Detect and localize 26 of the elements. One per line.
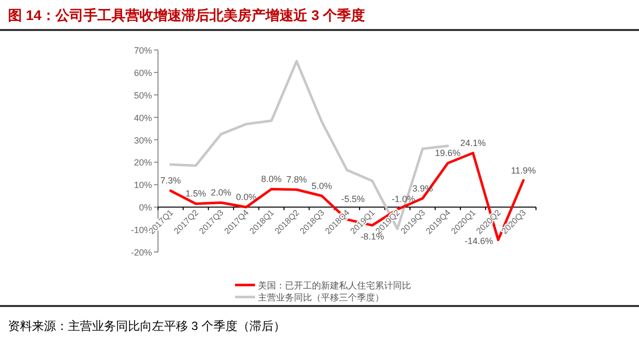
data-label: 0.0% [236, 192, 256, 202]
data-label: 8.0% [261, 174, 282, 184]
y-tick-label: 10% [134, 180, 152, 190]
y-tick-label: -20% [130, 248, 152, 258]
y-tick-label: 50% [134, 90, 152, 100]
y-tick-label: 40% [134, 112, 152, 123]
data-label: 11.9% [510, 165, 536, 176]
legend-label: 主营业务同比（平移三个季度） [258, 292, 384, 302]
y-tick-label: 60% [134, 68, 152, 78]
y-tick-label: 20% [134, 158, 152, 168]
title: 图 14：公司手工具营收增速滞后北美房产增速近 3 个季度 [8, 7, 366, 23]
data-label: -1.0% [392, 194, 416, 204]
data-label: -5.5% [341, 194, 365, 204]
data-label: 2.0% [210, 188, 232, 198]
text: 资料来源：主营业务同比向左平移 3 个季度（滞后） [8, 319, 286, 333]
data-label: 24.1% [460, 138, 486, 148]
y-tick-label: 30% [134, 135, 152, 146]
data-label: 7.8% [286, 174, 307, 185]
data-label: 7.3% [160, 176, 181, 186]
y-tick-label: 70% [134, 46, 152, 56]
y-tick-label: 0% [138, 202, 152, 213]
data-label: 5.0% [312, 180, 332, 191]
data-label: 19.6% [435, 148, 461, 158]
data-label: 1.5% [186, 188, 206, 199]
data-label: -14.6% [464, 236, 494, 246]
legend-label: 美国：已开工的新建私人住宅累计同比 [258, 280, 411, 290]
